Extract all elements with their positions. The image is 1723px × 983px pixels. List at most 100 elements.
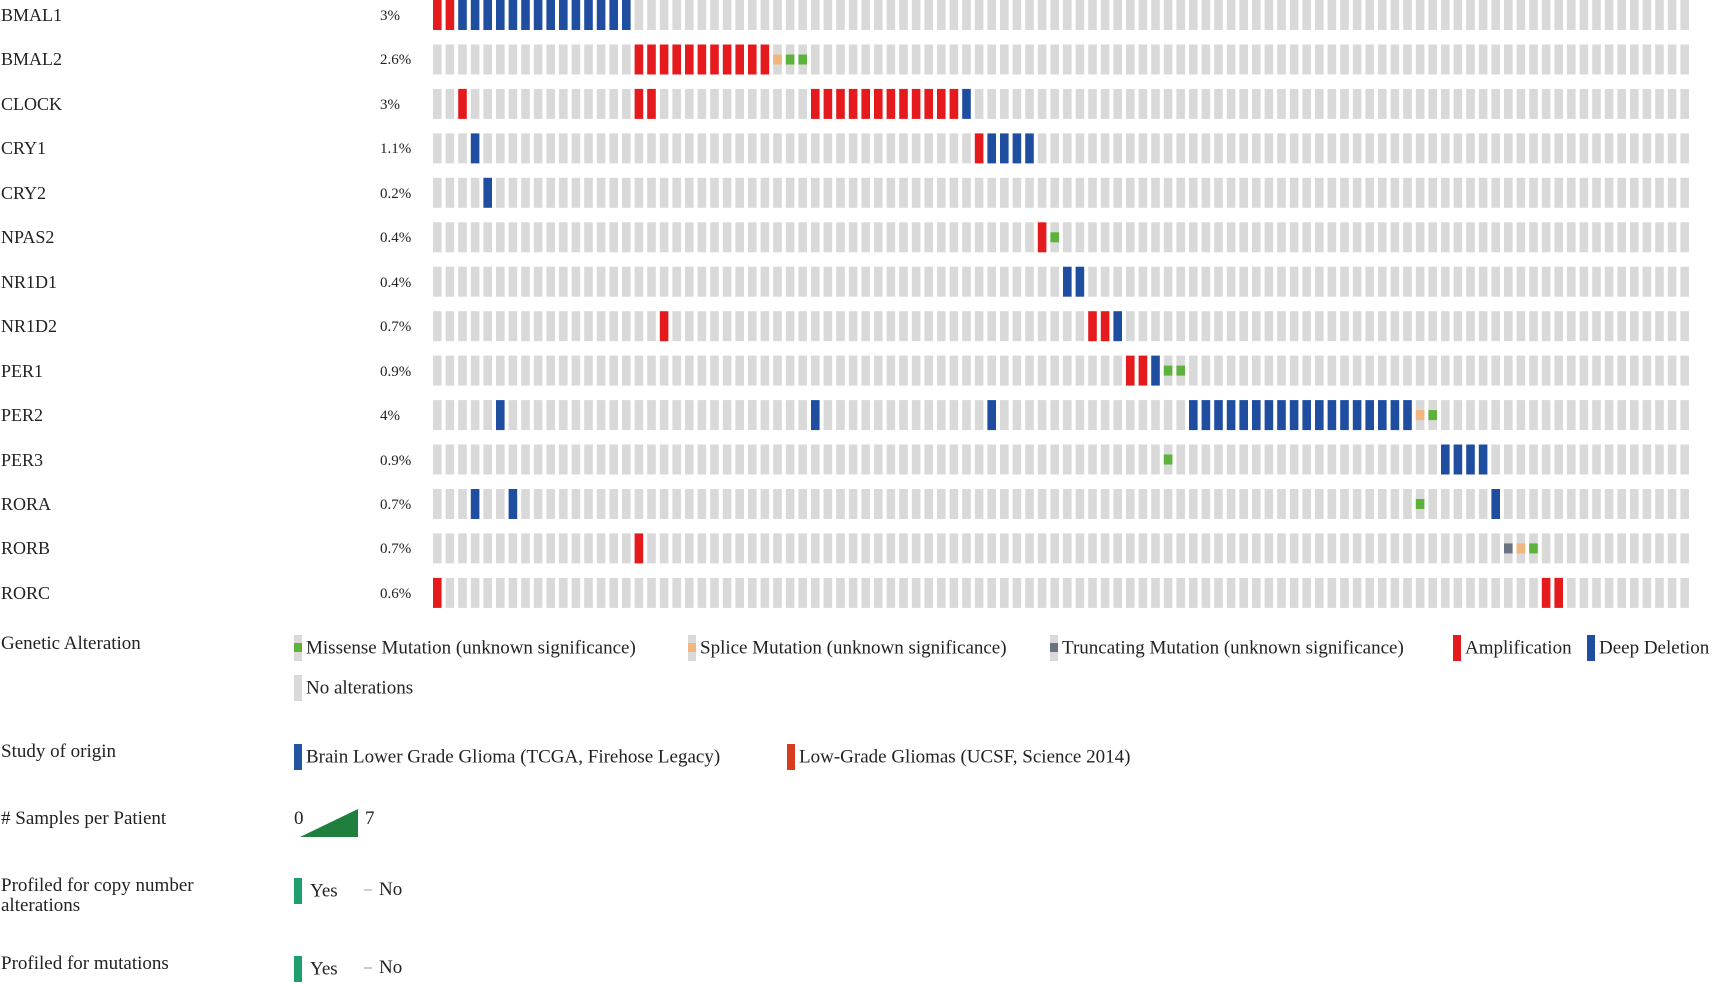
cell-per3-34 — [861, 444, 870, 475]
cell-clock-18 — [659, 88, 669, 119]
amplification-cell-cry1-43 — [974, 133, 984, 164]
cell-per3-44 — [987, 444, 996, 475]
cell-per2-2 — [458, 400, 467, 431]
amplification-cell-bmal2-23 — [722, 44, 732, 75]
cell-nr1d2-8 — [533, 311, 543, 342]
cell-bmal2-54 — [1113, 44, 1122, 75]
cell-npas2-82 — [1466, 222, 1475, 253]
cell-rorb-12 — [584, 533, 593, 564]
cell-per3-65 — [1252, 444, 1261, 475]
cell-cry1-85 — [1504, 133, 1513, 164]
cell-clock-50 — [1063, 88, 1072, 119]
gene-label-rorc: RORC — [1, 582, 51, 603]
cell-cry1-37 — [899, 133, 908, 164]
cell-cry2-32 — [836, 177, 845, 208]
cell-per2-99 — [1680, 400, 1689, 431]
cell-rorc-93 — [1604, 577, 1614, 608]
cell-per3-14 — [609, 444, 618, 475]
cell-bmal2-65 — [1252, 44, 1261, 75]
cell-nr1d1-85 — [1504, 266, 1513, 297]
cell-per2-50 — [1063, 400, 1072, 431]
cell-rorb-0 — [433, 533, 442, 564]
cell-per1-1 — [445, 355, 455, 386]
cell-nr1d2-44 — [987, 311, 996, 342]
cell-rorb-58 — [1163, 533, 1173, 564]
cell-rorb-82 — [1466, 533, 1475, 564]
cell-npas2-6 — [508, 222, 518, 253]
legend-none-label: No alterations — [306, 677, 414, 699]
cell-cry2-47 — [1025, 177, 1034, 208]
cell-bmal2-61 — [1201, 44, 1211, 75]
cell-nr1d2-27 — [773, 311, 782, 342]
cell-per2-1 — [445, 400, 455, 431]
cell-rorc-68 — [1289, 577, 1299, 608]
cell-clock-98 — [1667, 88, 1677, 119]
deletion-cell-nr1d1-51 — [1075, 266, 1085, 297]
cell-npas2-57 — [1151, 222, 1160, 253]
cell-rorb-45 — [1000, 533, 1009, 564]
cell-bmal2-77 — [1403, 44, 1412, 75]
cell-bmal1-86 — [1516, 0, 1526, 30]
cell-rora-76 — [1390, 489, 1400, 519]
cell-per2-19 — [672, 400, 681, 431]
cell-rorb-93 — [1604, 533, 1614, 564]
cell-bmal2-68 — [1289, 44, 1299, 75]
cell-cry1-9 — [546, 133, 555, 164]
cell-cry1-80 — [1441, 133, 1450, 164]
cell-per1-34 — [861, 355, 870, 386]
cell-per2-94 — [1617, 400, 1626, 431]
cell-rora-80 — [1441, 489, 1450, 519]
cell-nr1d2-66 — [1264, 311, 1274, 342]
cell-rorc-19 — [672, 577, 681, 608]
cell-per2-48 — [1037, 400, 1047, 431]
cell-rorc-57 — [1151, 577, 1160, 608]
cell-per3-21 — [697, 444, 707, 475]
cell-rorb-84 — [1491, 533, 1500, 564]
cell-nr1d1-27 — [773, 266, 782, 297]
cell-cry1-95 — [1630, 133, 1639, 164]
mutations-no-swatch — [364, 966, 372, 969]
cell-cry2-93 — [1604, 177, 1614, 208]
mutations-no: No — [364, 957, 402, 979]
deletion-cell-per2-60 — [1189, 400, 1198, 431]
amplification-cell-clock-2 — [458, 88, 467, 119]
cell-nr1d2-22 — [710, 311, 719, 342]
cell-bmal1-60 — [1189, 0, 1198, 30]
cell-nr1d2-16 — [634, 311, 644, 342]
amplification-cell-bmal2-25 — [748, 44, 757, 75]
cell-per2-80 — [1441, 400, 1450, 431]
cell-per2-97 — [1655, 400, 1664, 431]
deletion-cell-bmal1-12 — [584, 0, 593, 30]
cell-nr1d2-0 — [433, 311, 442, 342]
cell-bmal1-19 — [672, 0, 681, 30]
cell-nr1d2-61 — [1201, 311, 1211, 342]
gene-label-bmal1: BMAL1 — [1, 5, 63, 25]
cell-rora-50 — [1063, 489, 1072, 519]
cell-nr1d2-65 — [1252, 311, 1261, 342]
cell-npas2-93 — [1604, 222, 1614, 253]
cell-bmal1-26 — [760, 0, 770, 30]
cell-rora-5 — [496, 489, 505, 519]
cell-rorc-75 — [1378, 577, 1387, 608]
cell-per3-71 — [1327, 444, 1337, 475]
gene-pct-rorb: 0.7% — [380, 541, 412, 558]
cell-nr1d1-69 — [1302, 266, 1311, 297]
cell-bmal2-47 — [1025, 44, 1034, 75]
cell-cry1-65 — [1252, 133, 1261, 164]
cell-npas2-8 — [533, 222, 543, 253]
cell-bmal2-87 — [1529, 44, 1538, 75]
cell-per2-6 — [508, 400, 518, 431]
cell-per2-96 — [1642, 400, 1652, 431]
cell-cry2-16 — [634, 177, 644, 208]
cell-cry1-49 — [1050, 133, 1059, 164]
cell-per3-37 — [899, 444, 908, 475]
cell-nr1d2-73 — [1352, 311, 1362, 342]
cell-per2-40 — [937, 400, 946, 431]
cell-cry2-14 — [609, 177, 618, 208]
cell-cry1-93 — [1604, 133, 1614, 164]
cell-cry2-83 — [1478, 177, 1488, 208]
cell-rorb-29 — [798, 533, 807, 564]
cell-per3-73 — [1352, 444, 1362, 475]
cell-bmal2-10 — [559, 44, 568, 75]
cell-per2-52 — [1088, 400, 1097, 431]
